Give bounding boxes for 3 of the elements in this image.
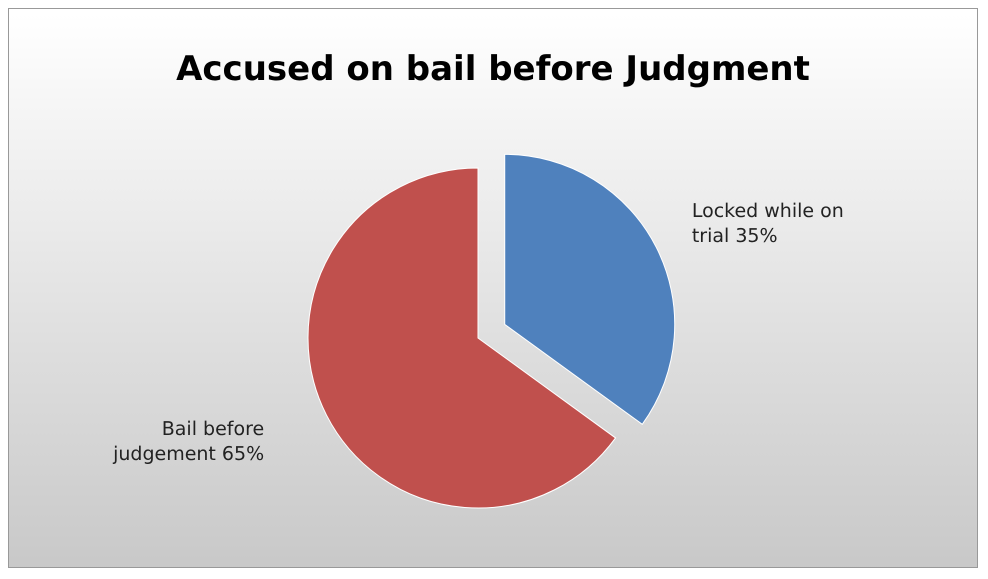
slice-label: Bail before judgement 65% [112,418,264,465]
slice-label: Locked while on trial 35% [692,200,844,248]
chart-title: Accused on bail before Judgment [176,49,810,89]
